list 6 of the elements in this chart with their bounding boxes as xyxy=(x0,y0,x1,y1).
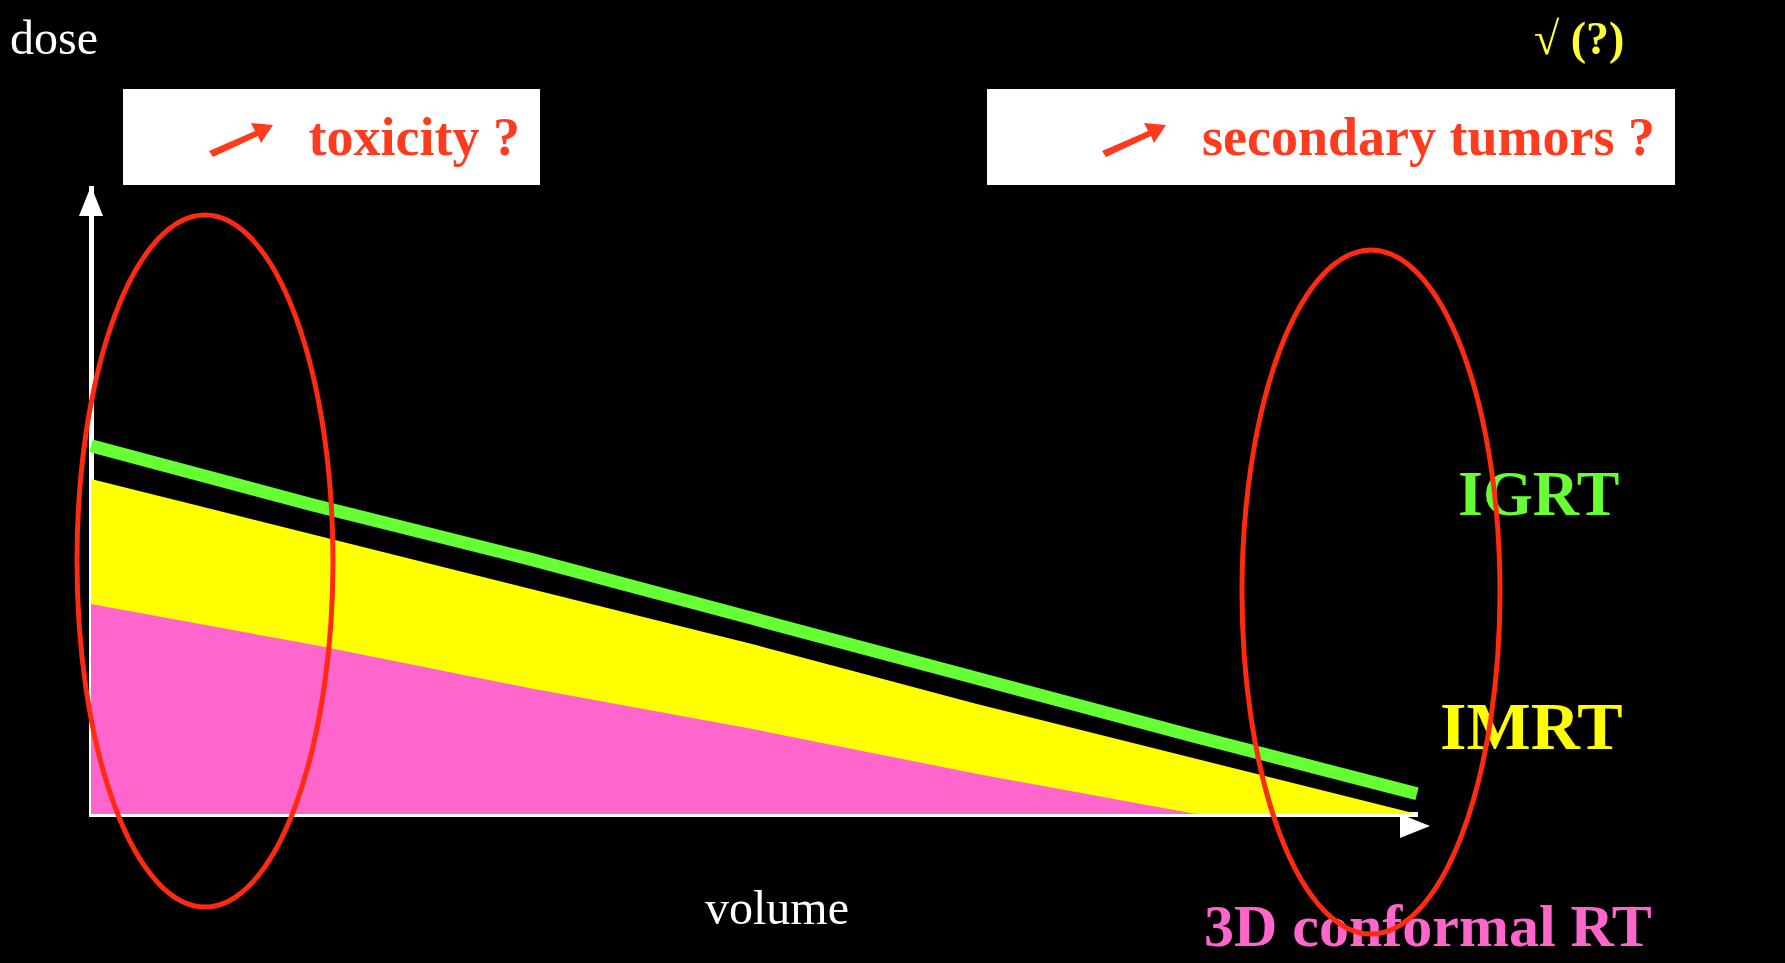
text: dose xyxy=(10,10,98,65)
text: √ (?) xyxy=(1534,12,1625,65)
text: secondary tumors ? xyxy=(1202,106,1655,168)
x-axis-title: volume xyxy=(705,880,849,935)
text: toxicity ? xyxy=(308,106,520,168)
series-label: 3D conformal RT xyxy=(1204,893,1652,959)
